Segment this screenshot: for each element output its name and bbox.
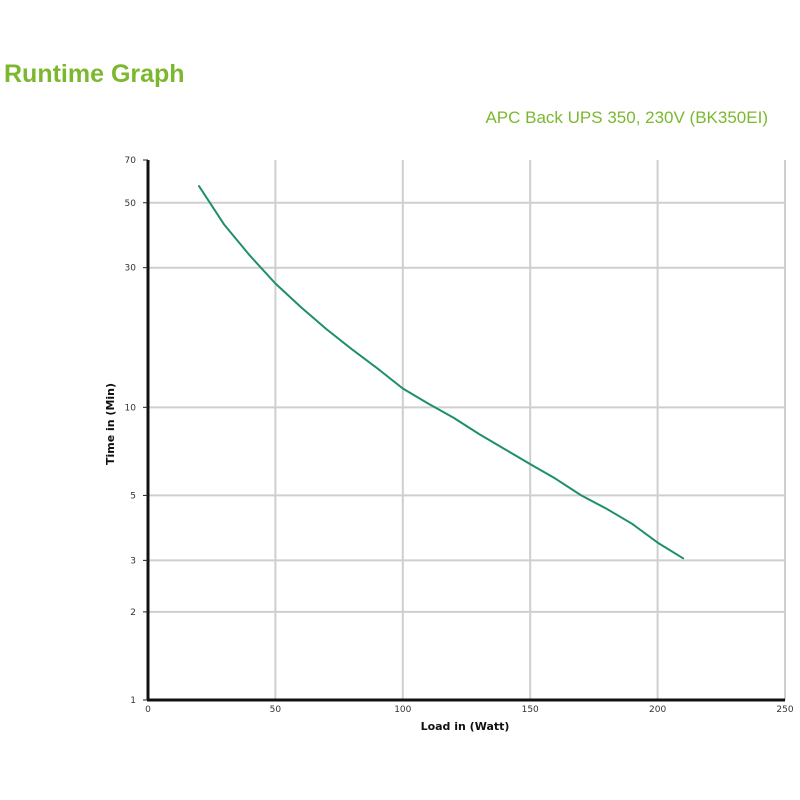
y-tick-label: 70	[125, 156, 137, 166]
x-tick-label: 200	[649, 705, 666, 715]
y-tick-label: 1	[130, 696, 136, 706]
series-layer	[198, 185, 685, 560]
x-tick-label: 50	[270, 705, 282, 715]
x-tick-label: 0	[145, 705, 151, 715]
runtime-curve-line	[198, 185, 685, 560]
x-tick-label: 100	[394, 705, 411, 715]
axes-layer	[146, 160, 785, 702]
y-tick-label: 2	[130, 608, 136, 618]
ticks-layer: 0 50 100 150 200 250 1 2 3 5 10 30 50 70	[125, 156, 794, 715]
y-axis-title: Time in (Min)	[104, 383, 117, 465]
y-tick-label: 50	[125, 199, 137, 209]
x-tick-label: 150	[522, 705, 539, 715]
x-tick-label: 250	[776, 705, 793, 715]
x-axis-title: Load in (Watt)	[421, 720, 510, 733]
page-title: Runtime Graph	[4, 60, 185, 88]
product-subtitle: APC Back UPS 350, 230V (BK350EI)	[485, 108, 768, 127]
y-tick-label: 10	[125, 403, 137, 413]
y-tick-label: 3	[130, 556, 136, 566]
grid-layer	[148, 160, 786, 700]
y-tick-label: 5	[130, 491, 136, 501]
y-tick-label: 30	[125, 264, 137, 274]
